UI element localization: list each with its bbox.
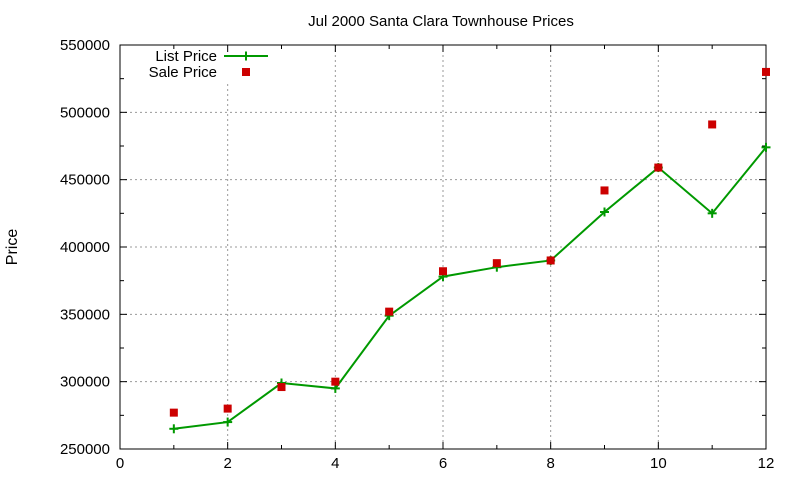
y-tick-label: 550000 <box>60 37 110 54</box>
list-price-point <box>169 424 179 434</box>
x-tick-label: 10 <box>650 455 667 472</box>
x-tick-label: 6 <box>439 455 447 472</box>
sale-price-point <box>439 267 447 276</box>
y-tick-label: 500000 <box>60 104 110 121</box>
y-tick-label: 400000 <box>60 239 110 256</box>
y-tick-label: 450000 <box>60 172 110 189</box>
sale-price-point <box>708 120 717 129</box>
list-price-point <box>600 207 609 217</box>
x-tick-label: 12 <box>758 455 775 472</box>
sale-price-point <box>277 383 286 392</box>
y-axis-label: Price <box>4 229 21 266</box>
series-0 <box>169 142 771 434</box>
y-tick-label: 350000 <box>60 306 110 323</box>
y-tick-label: 300000 <box>60 374 110 391</box>
x-tick-label: 8 <box>546 455 554 472</box>
sale-price-point <box>546 256 555 265</box>
chart-title: Jul 2000 Santa Clara Townhouse Prices <box>308 13 574 30</box>
list-price-line <box>173 146 767 430</box>
legend-label: Sale Price <box>149 64 217 81</box>
series-layer <box>169 67 771 434</box>
sale-price-point <box>762 67 770 76</box>
sale-price-point <box>385 307 394 316</box>
y-tick-label: 250000 <box>60 441 110 458</box>
legend-label: List Price <box>155 48 217 65</box>
axis-ticks: 0 2 4 6 8 10 12 250000 300000 350000 400000 450000 5… <box>60 37 774 472</box>
sale-price-point <box>223 404 232 413</box>
sale-price-point <box>331 377 340 386</box>
sale-price-point <box>492 259 501 268</box>
legend-square-marker <box>242 68 250 76</box>
list-price-point <box>761 142 771 152</box>
grid <box>120 45 766 449</box>
x-tick-label: 2 <box>223 455 231 472</box>
series-1 <box>169 67 770 417</box>
sale-price-point <box>600 186 609 195</box>
legend-plus-marker <box>241 51 251 61</box>
list-price-point <box>707 208 717 218</box>
x-tick-label: 0 <box>116 455 124 472</box>
sale-price-point <box>169 408 178 417</box>
list-price-point <box>223 417 233 427</box>
sale-price-point <box>654 163 663 172</box>
x-tick-label: 4 <box>331 455 339 472</box>
